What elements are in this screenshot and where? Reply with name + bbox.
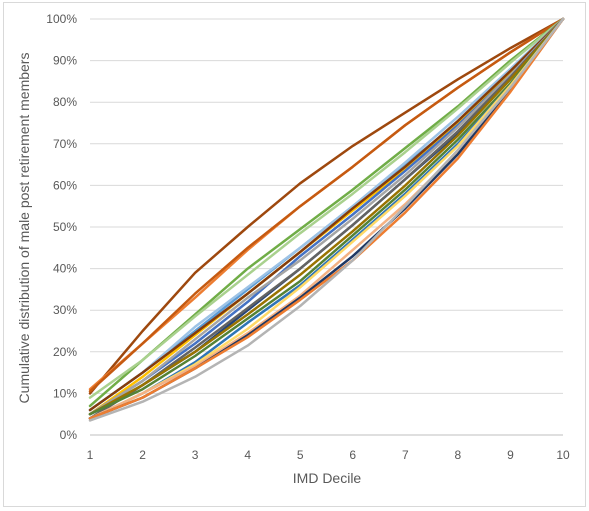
x-tick-label: 8 [455,448,462,462]
y-tick-label: 50% [53,220,77,234]
y-tick-labels: 0% 10% 20% 30% 40% 50% 60% 70% 80% 90% 100% [46,12,77,442]
x-tick-label: 1 [87,448,94,462]
y-tick-label: 60% [53,178,77,192]
x-axis-title: IMD Decile [293,470,362,486]
x-tick-labels: 1 2 3 4 5 6 7 8 9 10 [87,448,570,462]
x-tick-label: 3 [192,448,199,462]
series-line-1 [88,17,565,395]
y-tick-label: 90% [53,54,77,68]
y-tick-label: 0% [60,428,78,442]
y-tick-label: 30% [53,303,77,317]
x-tick-label: 4 [244,448,251,462]
y-tick-label: 20% [53,345,77,359]
chart-frame [3,2,586,507]
series-line-12 [88,17,565,416]
series-line-9 [88,17,565,412]
series-line-7 [88,17,565,412]
series-line-3 [88,17,565,393]
series-line-2 [88,17,565,391]
series-line-21 [88,17,565,422]
x-tick-label: 10 [556,448,570,462]
series-line-15 [88,17,565,416]
x-tick-label: 6 [349,448,356,462]
series-line-14 [88,17,565,416]
x-tick-label: 9 [507,448,514,462]
x-tick-label: 2 [139,448,146,462]
y-tick-label: 10% [53,386,77,400]
y-tick-label: 40% [53,262,77,276]
y-tick-label: 100% [46,12,77,26]
series-line-20 [88,17,565,420]
x-tick-label: 5 [297,448,304,462]
series-line-13 [88,17,565,420]
y-tick-label: 80% [53,95,77,109]
y-tick-label: 70% [53,137,77,151]
series-line-5 [88,17,565,399]
series-lines [88,17,565,422]
x-tick-label: 7 [402,448,409,462]
gridlines [90,18,563,436]
y-axis-title: Cumulative distribution of male post ret… [16,53,32,404]
